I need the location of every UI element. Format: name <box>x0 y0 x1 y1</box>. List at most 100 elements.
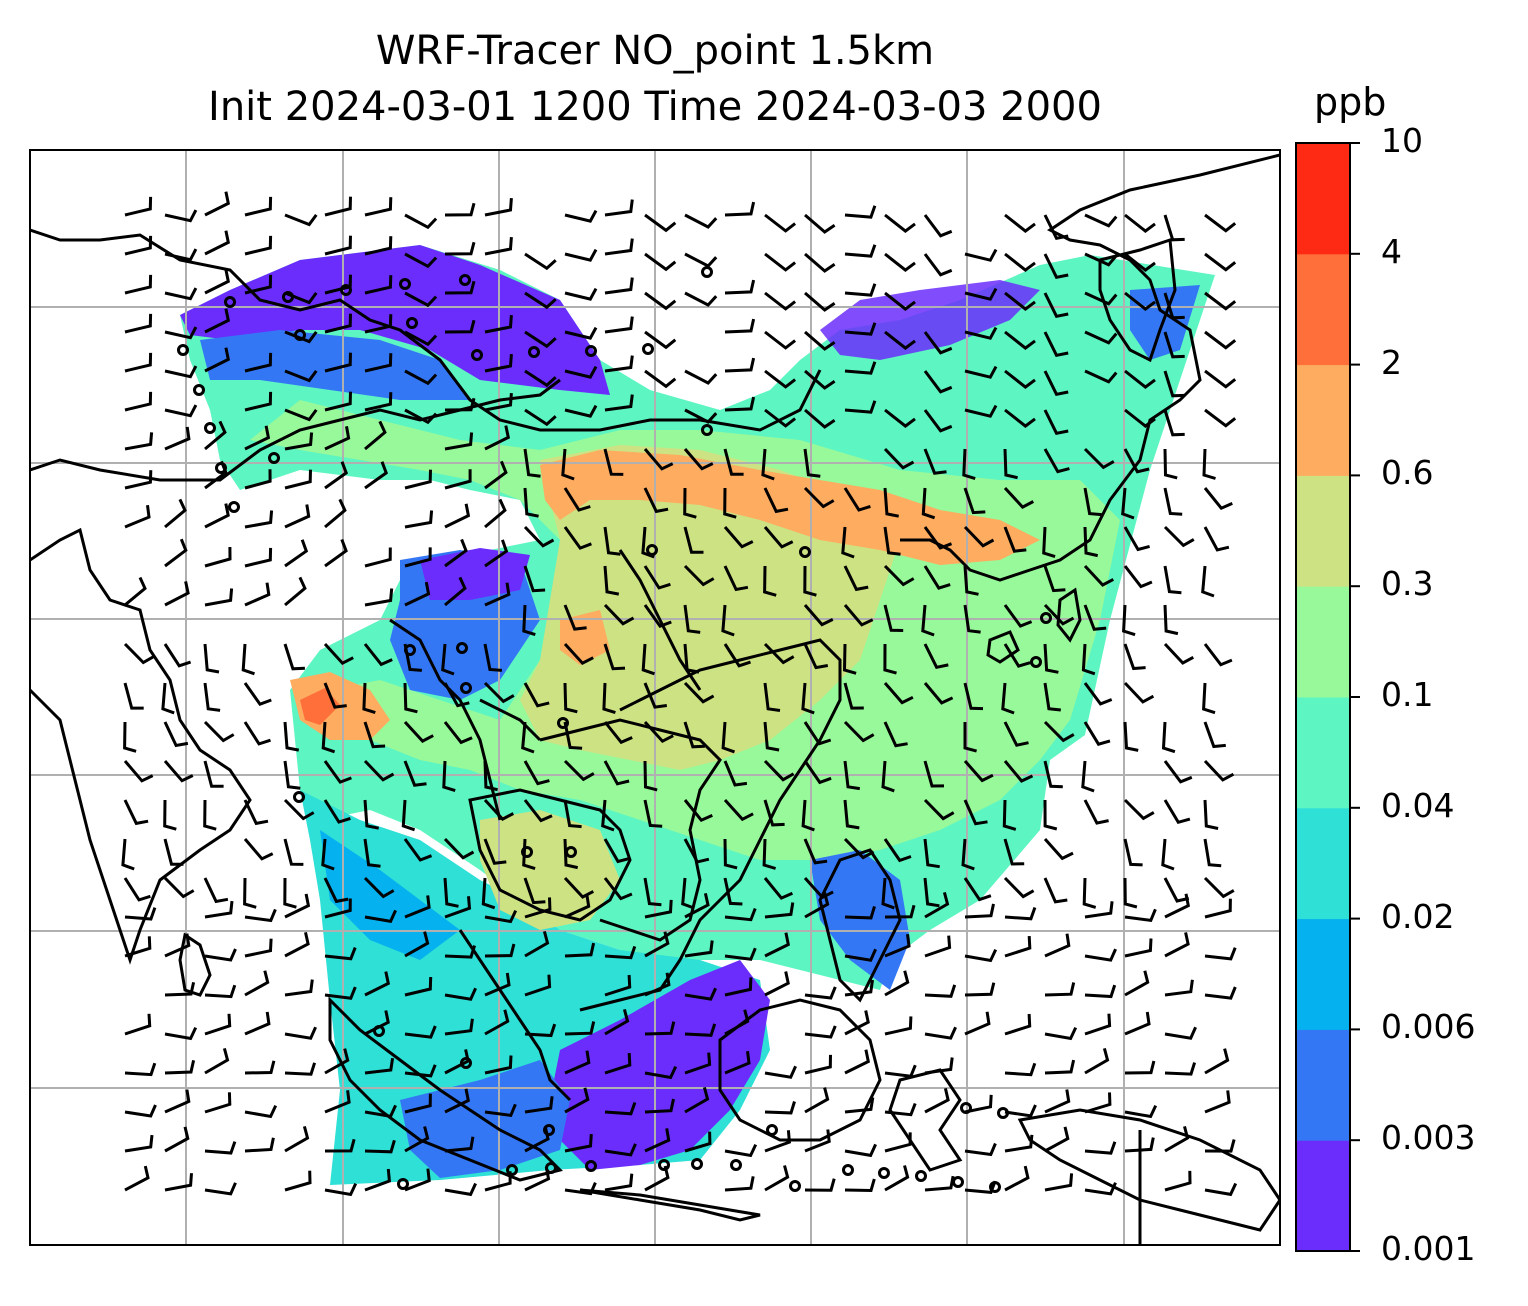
circle-icon <box>399 278 411 290</box>
wind-barb-icon <box>523 487 539 518</box>
wind-barb-icon <box>362 682 376 715</box>
wind-barb-icon <box>404 581 431 607</box>
wind-barb-icon <box>844 244 877 258</box>
wind-barb-icon <box>364 547 392 568</box>
wind-barb-icon <box>163 643 192 668</box>
wind-barb-icon <box>283 877 297 909</box>
wind-barb-icon <box>723 487 737 519</box>
wind-barb-icon <box>962 448 976 481</box>
wind-barb-icon <box>763 565 777 597</box>
wind-barb-icon <box>883 721 908 748</box>
wind-barb-icon <box>484 909 518 924</box>
wind-barb-icon <box>364 1168 391 1192</box>
circle-icon <box>642 343 654 355</box>
wind-barb-icon <box>844 205 877 219</box>
wind-barb-icon <box>524 1023 557 1038</box>
wind-barb-icon <box>404 408 438 425</box>
wind-barb-icon <box>163 876 195 899</box>
wind-barb-icon <box>963 565 979 596</box>
wind-barb-icon <box>564 1050 591 1075</box>
wind-barb-icon <box>444 469 472 490</box>
wind-barb-icon <box>1163 214 1185 242</box>
wind-barb-icon <box>164 1126 190 1153</box>
circle-icon <box>701 266 713 278</box>
map-title-line1: WRF-Tracer NO_point 1.5km <box>375 28 935 74</box>
wind-barb-icon <box>1202 448 1216 480</box>
wind-barb-icon <box>403 682 418 714</box>
wind-barb-icon <box>604 1101 637 1116</box>
wind-barb-icon <box>763 487 789 514</box>
wind-barb-icon <box>1201 565 1215 598</box>
wind-barb-icon <box>1164 893 1190 919</box>
wind-barb-icon <box>523 682 550 708</box>
circle-icon <box>1040 612 1052 624</box>
wind-barb-icon <box>163 760 194 783</box>
wind-barb-icon <box>721 721 735 754</box>
wind-barb-icon <box>764 1065 797 1079</box>
wind-barb-icon <box>643 565 671 590</box>
wind-barb-icon <box>1204 1090 1231 1114</box>
wind-barb-icon <box>364 420 387 451</box>
wind-barb-icon <box>244 1060 276 1075</box>
wind-barb-icon <box>324 313 352 334</box>
wind-barb-icon <box>1083 721 1111 746</box>
wind-barb-icon <box>204 948 237 962</box>
wind-barb-icon <box>124 470 153 490</box>
wind-barb-icon <box>843 604 874 627</box>
wind-barb-icon <box>884 252 916 272</box>
wind-barb-icon <box>404 291 438 308</box>
wind-barb-icon <box>484 353 513 373</box>
wind-barb-icon <box>444 576 467 607</box>
wind-barb-icon <box>1043 214 1069 240</box>
wind-barb-icon <box>123 799 149 826</box>
wind-barb-icon <box>1123 681 1155 704</box>
wind-barb-icon <box>604 974 632 997</box>
wind-barb-icon <box>604 394 634 412</box>
wind-barb-icon <box>601 799 615 832</box>
wind-barb-icon <box>883 838 912 863</box>
wind-barb-icon <box>443 682 470 708</box>
wind-barb-icon <box>883 447 915 470</box>
station-markers <box>177 266 1052 1193</box>
wind-barb-icon <box>364 971 391 997</box>
wind-barb-icon <box>484 425 511 451</box>
wind-barb-icon <box>603 565 620 596</box>
wind-barb-icon <box>644 1128 671 1153</box>
wind-barb-icon <box>1043 643 1059 674</box>
colorbar-band <box>1296 807 1350 920</box>
wind-barb-icon <box>483 798 514 821</box>
wind-barb-icon <box>244 1011 271 1036</box>
circle-icon <box>799 546 811 558</box>
wind-barb-icon <box>1121 487 1135 520</box>
wind-barb-icon <box>563 838 579 870</box>
wind-barb-icon <box>523 565 546 593</box>
wind-barb-icon <box>604 199 634 217</box>
wind-barb-icon <box>884 291 916 311</box>
wind-barb-icon <box>603 448 624 476</box>
wind-barb-icon <box>801 682 815 715</box>
wind-barb-icon <box>844 948 877 962</box>
wind-barb-icon <box>324 391 352 412</box>
wind-barb-icon <box>164 404 198 418</box>
wind-barb-icon <box>844 905 876 920</box>
wind-barb-icon <box>1124 970 1150 997</box>
wind-barb-icon <box>683 721 705 749</box>
wind-barb-icon <box>603 603 635 626</box>
wind-barb-icon <box>204 308 231 334</box>
wind-barb-icon <box>404 369 438 386</box>
circle-icon <box>406 317 418 329</box>
wind-barb-icon <box>522 838 536 871</box>
circle-icon <box>521 846 533 858</box>
wind-barb-icon <box>683 526 704 554</box>
wind-barb-icon <box>364 275 393 295</box>
wind-barb-icon <box>764 902 795 919</box>
wind-barb-icon <box>1003 838 1025 866</box>
wind-barb-icon <box>164 248 198 262</box>
wind-barb-icon <box>963 760 994 783</box>
wind-barb-icon <box>1203 876 1235 899</box>
wind-barb-icon <box>564 404 598 418</box>
wind-barb-icon <box>924 1026 957 1040</box>
wind-barb-icon <box>444 280 476 295</box>
wind-barb-icon <box>404 1025 437 1039</box>
wind-barb-icon <box>481 877 496 910</box>
